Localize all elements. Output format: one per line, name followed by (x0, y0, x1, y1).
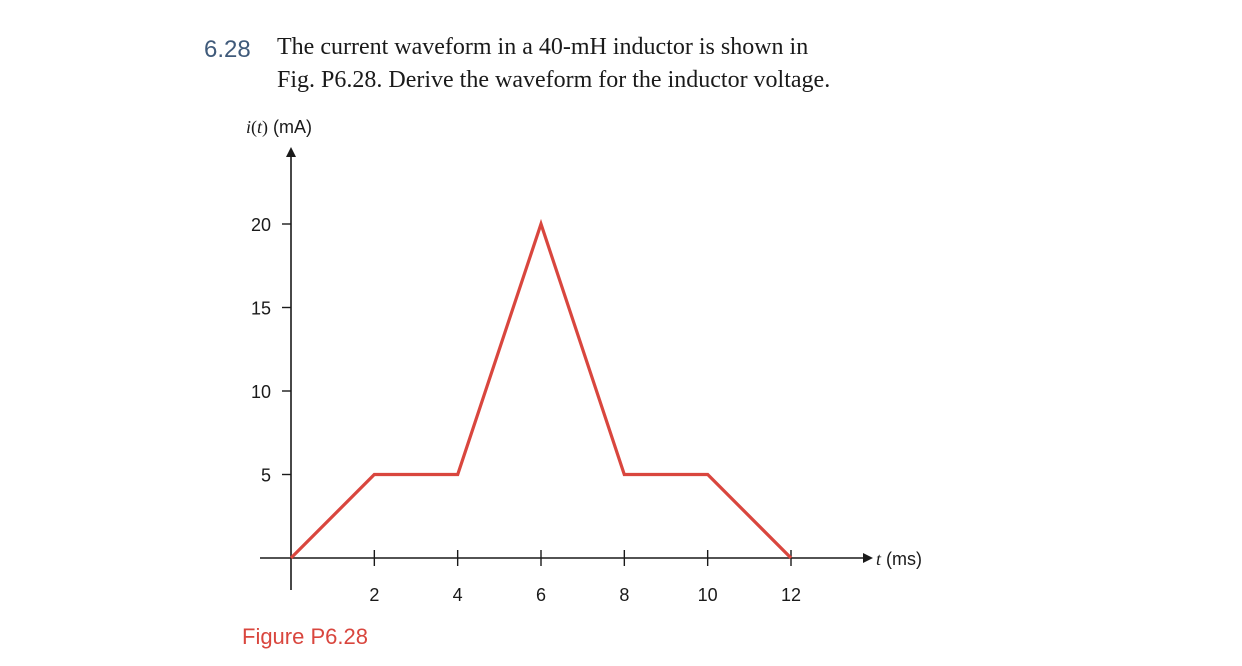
x-tick-label-6: 6 (536, 585, 546, 605)
axes (260, 147, 873, 590)
y-axis-label: i(t) (mA) (246, 117, 312, 138)
x-axis-label: t (ms) (876, 549, 922, 569)
figure-caption: Figure P6.28 (242, 624, 368, 649)
y-tick-label-10: 10 (251, 382, 271, 402)
axis-labels: i(t) (mA) t (ms) (246, 117, 922, 569)
problem-text-line-1: The current waveform in a 40-mH inductor… (277, 34, 809, 60)
x-tick-label-10: 10 (698, 585, 718, 605)
y-tick-label-20: 20 (251, 215, 271, 235)
x-tick-label-12: 12 (781, 585, 801, 605)
current-waveform-line (289, 218, 793, 560)
x-tick-label-2: 2 (369, 585, 379, 605)
y-tick-label-15: 15 (251, 299, 271, 319)
x-tick-label-4: 4 (453, 585, 463, 605)
problem-number: 6.28 (204, 36, 251, 63)
series (289, 218, 793, 560)
ticks: 2 4 6 8 10 12 5 10 15 20 (251, 215, 801, 605)
y-tick-label-5: 5 (261, 466, 271, 486)
problem-text-line-2: Fig. P6.28. Derive the waveform for the … (277, 67, 831, 93)
x-tick-label-8: 8 (619, 585, 629, 605)
